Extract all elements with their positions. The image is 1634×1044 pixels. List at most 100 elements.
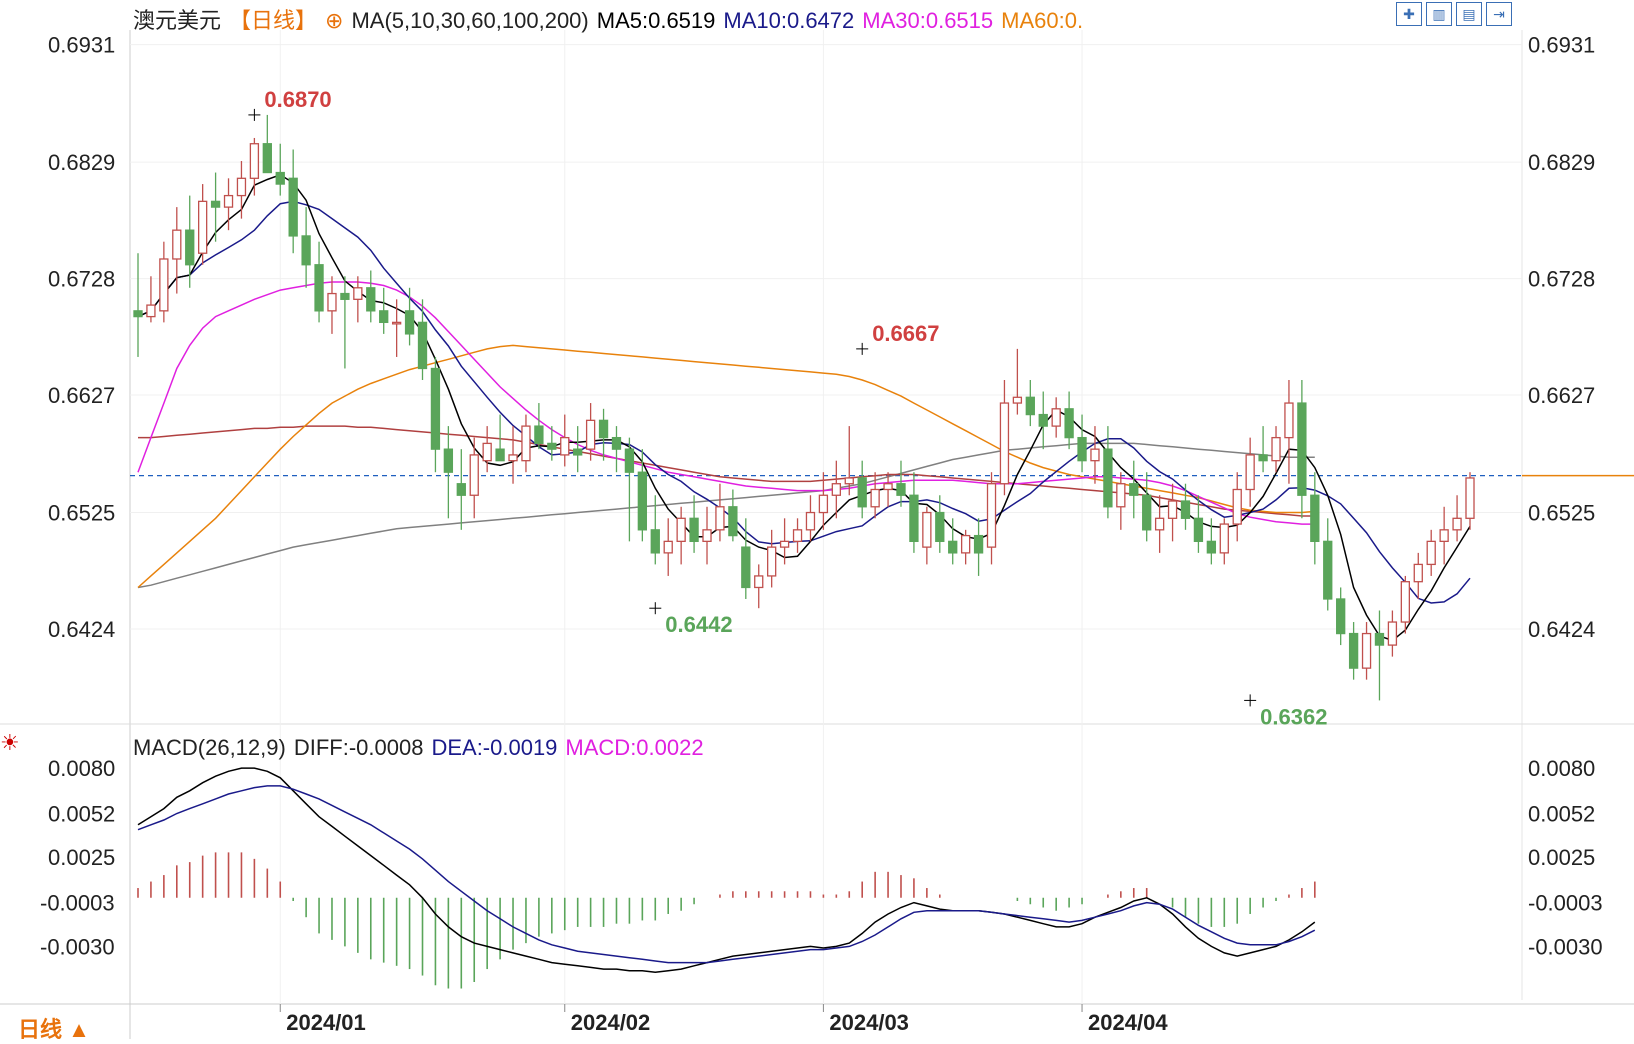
candle-up xyxy=(831,483,841,496)
candle-up xyxy=(198,200,208,254)
candle-up xyxy=(805,511,816,531)
period-button[interactable]: 日线 ▲ xyxy=(18,1017,90,1042)
candle-down xyxy=(624,448,635,473)
low-label: 0.6362 xyxy=(1260,704,1327,729)
x-tick-label: 2024/01 xyxy=(286,1010,366,1035)
candle-down xyxy=(611,436,622,450)
macd-y-tick-left: 0.0080 xyxy=(48,756,115,781)
y-tick-left: 0.6931 xyxy=(48,33,115,58)
candle-up xyxy=(585,419,596,450)
candle-down xyxy=(495,448,505,462)
candle-up xyxy=(779,540,790,548)
candle-down xyxy=(637,471,648,531)
candle-down xyxy=(133,310,143,318)
candle-down xyxy=(1142,494,1152,531)
candle-down xyxy=(935,511,945,543)
candle-down xyxy=(301,235,311,266)
candle-up xyxy=(1452,517,1462,531)
candle-up xyxy=(1116,483,1126,508)
y-tick-left: 0.6728 xyxy=(48,267,115,292)
settings-icon[interactable]: ⊕ xyxy=(325,8,344,33)
high-label: 0.6870 xyxy=(264,87,331,112)
candle-down xyxy=(973,534,984,554)
candle-down xyxy=(948,540,958,554)
candle-down xyxy=(379,310,389,324)
candle-up xyxy=(1413,563,1423,583)
y-tick-left: 0.6424 xyxy=(48,617,115,642)
low-label: 0.6442 xyxy=(665,612,732,637)
x-tick-label: 2024/04 xyxy=(1088,1010,1168,1035)
candle-down xyxy=(404,310,415,335)
candle-up xyxy=(327,292,337,312)
macd-y-tick-left: 0.0025 xyxy=(48,845,115,870)
x-tick-label: 2024/03 xyxy=(829,1010,909,1035)
candle-up xyxy=(1439,529,1449,543)
candle-down xyxy=(573,448,583,456)
candle-up xyxy=(754,575,764,589)
candle-up xyxy=(353,287,363,300)
candle-down xyxy=(650,529,660,554)
candle-down xyxy=(1348,632,1359,669)
x-tick-label: 2024/02 xyxy=(571,1010,651,1035)
candle-down xyxy=(1297,402,1307,496)
candle-down xyxy=(456,483,466,496)
candle-down xyxy=(1129,483,1139,496)
macd-y-tick-right: -0.0003 xyxy=(1528,891,1603,916)
candle-up xyxy=(1465,477,1475,519)
indicator-settings-icon[interactable]: ☀ xyxy=(0,730,20,755)
candle-up xyxy=(1271,436,1281,462)
ma200-line xyxy=(137,442,1315,589)
candle-up xyxy=(1387,621,1398,646)
candle-down xyxy=(443,448,454,473)
candle-up xyxy=(986,483,997,548)
period-tag[interactable]: 【日线】 xyxy=(229,8,318,33)
candle-up xyxy=(1361,632,1372,669)
candle-down xyxy=(741,546,751,589)
macd-y-tick-left: -0.0003 xyxy=(40,891,115,916)
candle-down xyxy=(1038,413,1048,427)
candle-down xyxy=(210,200,221,208)
candle-down xyxy=(547,442,557,450)
macd-dea-line xyxy=(137,785,1316,964)
candle-down xyxy=(1180,500,1191,519)
candle-up xyxy=(1426,540,1436,566)
candle-down xyxy=(288,177,298,237)
macd-header: MACD(26,12,9) DIFF:-0.0008 DEA:-0.0019 MACD… xyxy=(133,735,712,761)
candle-up xyxy=(715,506,725,531)
candle-up xyxy=(767,546,777,577)
ma100-line xyxy=(138,425,1315,517)
crosshair-icon[interactable]: ✚ xyxy=(1396,2,1422,26)
candle-down xyxy=(1064,408,1074,439)
macd-params[interactable]: MACD(26,12,9) xyxy=(133,735,286,760)
candle-up xyxy=(236,177,247,197)
ma10-line xyxy=(137,200,1471,604)
ma5-value: MA5:0.6519 xyxy=(596,8,716,33)
y-tick-right: 0.6627 xyxy=(1528,383,1595,408)
toolbar: ✚ ▥ ▤ ⇥ xyxy=(1396,2,1512,26)
candle-up xyxy=(1245,454,1255,491)
y-tick-right: 0.6424 xyxy=(1528,617,1595,642)
y-tick-left: 0.6627 xyxy=(48,383,115,408)
candle-down xyxy=(262,143,272,174)
candle-down xyxy=(1025,396,1035,416)
candle-down xyxy=(275,171,285,185)
candle-up xyxy=(1284,402,1294,439)
candle-down xyxy=(314,264,324,312)
ma60-value: MA60:0. xyxy=(1001,8,1084,33)
candle-up xyxy=(249,143,260,179)
candle-up xyxy=(1219,523,1229,554)
candle-up xyxy=(560,436,570,456)
candle-add-icon[interactable]: ▤ xyxy=(1456,2,1482,26)
candle-up xyxy=(818,494,829,514)
candle-up xyxy=(870,488,880,508)
ma-params[interactable]: MA(5,10,30,60,100,200) xyxy=(351,8,589,33)
export-icon[interactable]: ⇥ xyxy=(1486,2,1512,26)
candle-down xyxy=(1258,454,1268,462)
candle-down xyxy=(1336,598,1346,635)
bar-chart-icon[interactable]: ▥ xyxy=(1426,2,1452,26)
candle-up xyxy=(1232,488,1242,525)
candle-down xyxy=(896,483,906,496)
ma30-value: MA30:0.6515 xyxy=(862,8,994,33)
y-tick-right: 0.6829 xyxy=(1528,150,1595,175)
